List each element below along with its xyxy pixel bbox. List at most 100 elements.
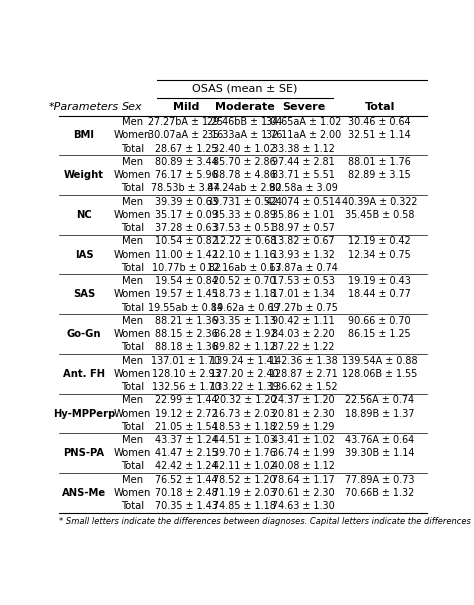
Text: 42.074 ± 0.514: 42.074 ± 0.514 [266, 197, 341, 207]
Text: 90.66 ± 0.70: 90.66 ± 0.70 [348, 316, 411, 326]
Text: 18.89B ± 1.37: 18.89B ± 1.37 [345, 408, 414, 419]
Text: 80.89 ± 3.44: 80.89 ± 3.44 [155, 157, 218, 167]
Text: Weight: Weight [64, 170, 104, 180]
Text: 39.731 ± 0.524: 39.731 ± 0.524 [207, 197, 282, 207]
Text: 16.73 ± 2.03: 16.73 ± 2.03 [213, 408, 276, 419]
Text: 32.51 ± 1.14: 32.51 ± 1.14 [348, 131, 411, 140]
Text: 87.24ab ± 2.82: 87.24ab ± 2.82 [208, 183, 282, 194]
Text: 142.36 ± 1.38: 142.36 ± 1.38 [269, 356, 338, 365]
Text: 12.10 ± 1.16: 12.10 ± 1.16 [213, 250, 276, 260]
Text: Total: Total [121, 462, 144, 471]
Text: 28.67 ± 1.25: 28.67 ± 1.25 [155, 143, 217, 154]
Text: 87.22 ± 1.22: 87.22 ± 1.22 [273, 342, 335, 352]
Text: Women: Women [114, 369, 151, 379]
Text: 83.71 ± 5.51: 83.71 ± 5.51 [272, 170, 335, 180]
Text: 42.11 ± 1.02: 42.11 ± 1.02 [213, 462, 276, 471]
Text: 89.82 ± 1.12: 89.82 ± 1.12 [213, 342, 276, 352]
Text: IAS: IAS [75, 250, 93, 260]
Text: 20.52 ± 0.70: 20.52 ± 0.70 [213, 276, 276, 286]
Text: 78.64 ± 1.17: 78.64 ± 1.17 [272, 475, 335, 485]
Text: 44.51 ± 1.03: 44.51 ± 1.03 [213, 435, 276, 445]
Text: 39.30B ± 1.14: 39.30B ± 1.14 [345, 448, 414, 458]
Text: 42.42 ± 1.24: 42.42 ± 1.24 [155, 462, 217, 471]
Text: 76.52 ± 1.44: 76.52 ± 1.44 [155, 475, 217, 485]
Text: 24.37 ± 1.20: 24.37 ± 1.20 [272, 395, 335, 405]
Text: 82.89 ± 3.15: 82.89 ± 3.15 [348, 170, 411, 180]
Text: Total: Total [121, 342, 144, 352]
Text: 18.53 ± 1.18: 18.53 ± 1.18 [213, 422, 276, 432]
Text: Men: Men [122, 356, 143, 365]
Text: 128.10 ± 2.93: 128.10 ± 2.93 [152, 369, 220, 379]
Text: 22.59 ± 1.29: 22.59 ± 1.29 [272, 422, 335, 432]
Text: *Parameters: *Parameters [49, 102, 119, 111]
Text: 37.28 ± 0.63: 37.28 ± 0.63 [155, 223, 217, 233]
Text: 71.19 ± 2.03: 71.19 ± 2.03 [213, 488, 276, 498]
Text: 43.37 ± 1.24: 43.37 ± 1.24 [155, 435, 218, 445]
Text: 12.34 ± 0.75: 12.34 ± 0.75 [348, 250, 411, 260]
Text: 139.24 ± 1.41: 139.24 ± 1.41 [210, 356, 279, 365]
Text: 20.32 ± 1.20: 20.32 ± 1.20 [213, 395, 276, 405]
Text: 88.15 ± 2.36: 88.15 ± 2.36 [155, 329, 217, 339]
Text: 19.62a ± 0.69: 19.62a ± 0.69 [210, 302, 279, 313]
Text: 35.33aA ± 1.76: 35.33aA ± 1.76 [207, 131, 283, 140]
Text: Men: Men [122, 475, 143, 485]
Text: 30.46 ± 0.64: 30.46 ± 0.64 [348, 117, 411, 127]
Text: 137.01 ± 1.70: 137.01 ± 1.70 [152, 356, 220, 365]
Text: 22.99 ± 1.44: 22.99 ± 1.44 [155, 395, 217, 405]
Text: BMI: BMI [73, 131, 94, 140]
Text: 35.86 ± 1.01: 35.86 ± 1.01 [272, 210, 335, 220]
Text: 10.77b ± 0.82: 10.77b ± 0.82 [152, 263, 220, 273]
Text: 19.54 ± 0.84: 19.54 ± 0.84 [155, 276, 218, 286]
Text: Total: Total [121, 302, 144, 313]
Text: 127.20 ± 2.40: 127.20 ± 2.40 [210, 369, 279, 379]
Text: 13.82 ± 0.67: 13.82 ± 0.67 [272, 237, 335, 246]
Text: Moderate: Moderate [215, 102, 274, 111]
Text: 70.18 ± 2.48: 70.18 ± 2.48 [155, 488, 218, 498]
Text: 13.93 ± 1.32: 13.93 ± 1.32 [272, 250, 335, 260]
Text: 19.55ab ± 0.84: 19.55ab ± 0.84 [148, 302, 223, 313]
Text: 38.97 ± 0.57: 38.97 ± 0.57 [272, 223, 335, 233]
Text: 12.16ab ± 0.67: 12.16ab ± 0.67 [208, 263, 282, 273]
Text: 90.58a ± 3.09: 90.58a ± 3.09 [269, 183, 338, 194]
Text: 21.05 ± 1.54: 21.05 ± 1.54 [155, 422, 218, 432]
Text: 19.12 ± 2.72: 19.12 ± 2.72 [155, 408, 217, 419]
Text: 88.01 ± 1.76: 88.01 ± 1.76 [348, 157, 411, 167]
Text: Ant. FH: Ant. FH [63, 369, 105, 379]
Text: 36.74 ± 1.99: 36.74 ± 1.99 [272, 448, 335, 458]
Text: Total: Total [121, 223, 144, 233]
Text: Sex: Sex [122, 102, 143, 111]
Text: Men: Men [122, 316, 143, 326]
Text: Women: Women [114, 250, 151, 260]
Text: 74.85 ± 1.18: 74.85 ± 1.18 [213, 501, 276, 511]
Text: 17.27b ± 0.75: 17.27b ± 0.75 [269, 302, 338, 313]
Text: Go-Gn: Go-Gn [67, 329, 101, 339]
Text: 93.35 ± 1.13: 93.35 ± 1.13 [213, 316, 276, 326]
Text: 35.33 ± 0.89: 35.33 ± 0.89 [213, 210, 276, 220]
Text: Women: Women [114, 448, 151, 458]
Text: * Small letters indicate the differences between diagnoses. Capital letters indi: * Small letters indicate the differences… [59, 517, 474, 526]
Text: 84.03 ± 2.20: 84.03 ± 2.20 [272, 329, 335, 339]
Text: 19.57 ± 1.45: 19.57 ± 1.45 [155, 289, 218, 299]
Text: 74.63 ± 1.30: 74.63 ± 1.30 [272, 501, 335, 511]
Text: 43.76A ± 0.64: 43.76A ± 0.64 [345, 435, 414, 445]
Text: Women: Women [114, 289, 151, 299]
Text: 88.78 ± 4.86: 88.78 ± 4.86 [213, 170, 276, 180]
Text: 17.01 ± 1.34: 17.01 ± 1.34 [272, 289, 335, 299]
Text: 70.61 ± 2.30: 70.61 ± 2.30 [272, 488, 335, 498]
Text: 30.07aA ± 2.16: 30.07aA ± 2.16 [148, 131, 224, 140]
Text: 32.11aA ± 2.00: 32.11aA ± 2.00 [266, 131, 341, 140]
Text: 39.70 ± 1.76: 39.70 ± 1.76 [213, 448, 276, 458]
Text: 12.19 ± 0.42: 12.19 ± 0.42 [348, 237, 411, 246]
Text: Men: Men [122, 117, 143, 127]
Text: Total: Total [365, 102, 395, 111]
Text: 18.73 ± 1.18: 18.73 ± 1.18 [213, 289, 276, 299]
Text: 40.39A ± 0.322: 40.39A ± 0.322 [342, 197, 418, 207]
Text: 19.19 ± 0.43: 19.19 ± 0.43 [348, 276, 411, 286]
Text: 139.54A ± 0.88: 139.54A ± 0.88 [342, 356, 418, 365]
Text: 78.52 ± 1.20: 78.52 ± 1.20 [213, 475, 276, 485]
Text: 97.44 ± 2.81: 97.44 ± 2.81 [272, 157, 335, 167]
Text: 88.18 ± 1.36: 88.18 ± 1.36 [155, 342, 218, 352]
Text: 40.08 ± 1.12: 40.08 ± 1.12 [272, 462, 335, 471]
Text: Total: Total [121, 143, 144, 154]
Text: PNS-PA: PNS-PA [64, 448, 105, 458]
